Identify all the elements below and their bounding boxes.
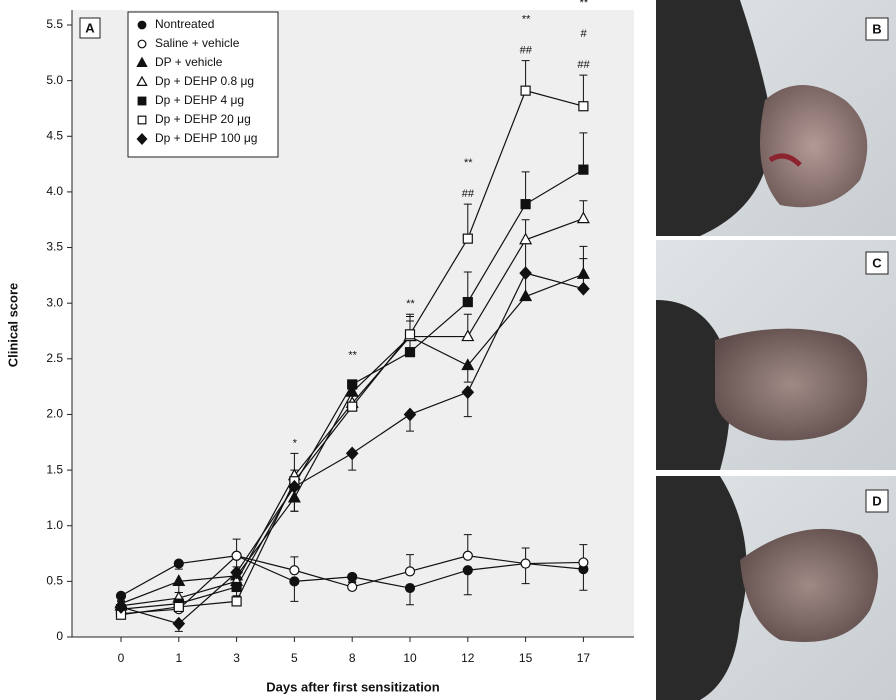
- y-tick-label: 5.0: [46, 73, 63, 87]
- x-tick-label: 0: [118, 651, 125, 665]
- x-tick-label: 8: [349, 651, 356, 665]
- y-tick-label: 3.0: [46, 295, 63, 309]
- marker: [138, 97, 146, 105]
- legend-label: Dp + DEHP 0.8 μg: [155, 74, 254, 88]
- y-tick-label: 1.0: [46, 518, 63, 532]
- legend-label: DP + vehicle: [155, 55, 223, 69]
- annotation: **: [464, 157, 473, 169]
- y-tick-label: 1.5: [46, 462, 63, 476]
- marker: [348, 582, 357, 591]
- annotation: ##: [577, 59, 590, 71]
- marker: [406, 584, 415, 593]
- marker: [138, 116, 146, 124]
- annotation: **: [579, 0, 588, 9]
- marker: [463, 234, 472, 243]
- legend-label: Dp + DEHP 20 μg: [155, 112, 251, 126]
- photo-c: C: [656, 240, 896, 470]
- y-tick-label: 2.5: [46, 351, 63, 365]
- x-tick-label: 17: [577, 651, 591, 665]
- y-tick-label: 4.5: [46, 128, 63, 142]
- marker: [138, 40, 146, 48]
- x-tick-label: 15: [519, 651, 533, 665]
- y-tick-label: 4.0: [46, 184, 63, 198]
- x-tick-label: 12: [461, 651, 475, 665]
- y-tick-label: 5.5: [46, 17, 63, 31]
- x-tick-label: 10: [403, 651, 417, 665]
- figure: Days after first sensitization Clinical …: [0, 0, 896, 700]
- annotation: ##: [519, 45, 532, 57]
- marker: [348, 402, 357, 411]
- photo-d: D: [656, 476, 896, 700]
- marker: [406, 567, 415, 576]
- marker: [579, 558, 588, 567]
- marker: [232, 582, 241, 591]
- photo-b: B: [656, 0, 896, 236]
- marker: [579, 102, 588, 111]
- annotation: ##: [462, 188, 475, 200]
- y-tick-label: 3.5: [46, 240, 63, 254]
- marker: [232, 597, 241, 606]
- marker: [406, 348, 415, 357]
- marker: [232, 551, 241, 560]
- y-tick-label: 0.5: [46, 574, 63, 588]
- x-axis-title: Days after first sensitization: [266, 679, 439, 694]
- marker: [348, 572, 357, 581]
- marker: [579, 165, 588, 174]
- y-tick-label: 0: [56, 629, 63, 643]
- legend-label: Dp + DEHP 100 μg: [155, 131, 257, 145]
- marker: [521, 200, 530, 209]
- annotation: **: [348, 349, 357, 361]
- x-tick-label: 3: [233, 651, 240, 665]
- marker: [290, 577, 299, 586]
- marker: [174, 559, 183, 568]
- marker: [290, 566, 299, 575]
- legend-label: Saline + vehicle: [155, 36, 240, 50]
- panel-label: B: [872, 21, 881, 36]
- legend-label: Nontreated: [155, 17, 214, 31]
- panel-label: D: [872, 493, 881, 508]
- annotation: **: [521, 14, 530, 26]
- panel-label: A: [85, 20, 95, 35]
- legend-label: Dp + DEHP 4 μg: [155, 93, 244, 107]
- x-tick-label: 5: [291, 651, 298, 665]
- annotation: #: [580, 28, 587, 40]
- panel-label: C: [872, 255, 882, 270]
- marker: [521, 559, 530, 568]
- marker: [174, 602, 183, 611]
- marker: [521, 86, 530, 95]
- y-tick-label: 2.0: [46, 407, 63, 421]
- marker: [463, 298, 472, 307]
- marker: [463, 551, 472, 560]
- annotation: **: [406, 298, 415, 310]
- marker: [406, 330, 415, 339]
- marker: [138, 21, 146, 29]
- annotation: *: [292, 437, 297, 449]
- y-axis-title: Clinical score: [5, 283, 20, 368]
- x-tick-label: 1: [175, 651, 182, 665]
- marker: [463, 566, 472, 575]
- marker: [348, 380, 357, 389]
